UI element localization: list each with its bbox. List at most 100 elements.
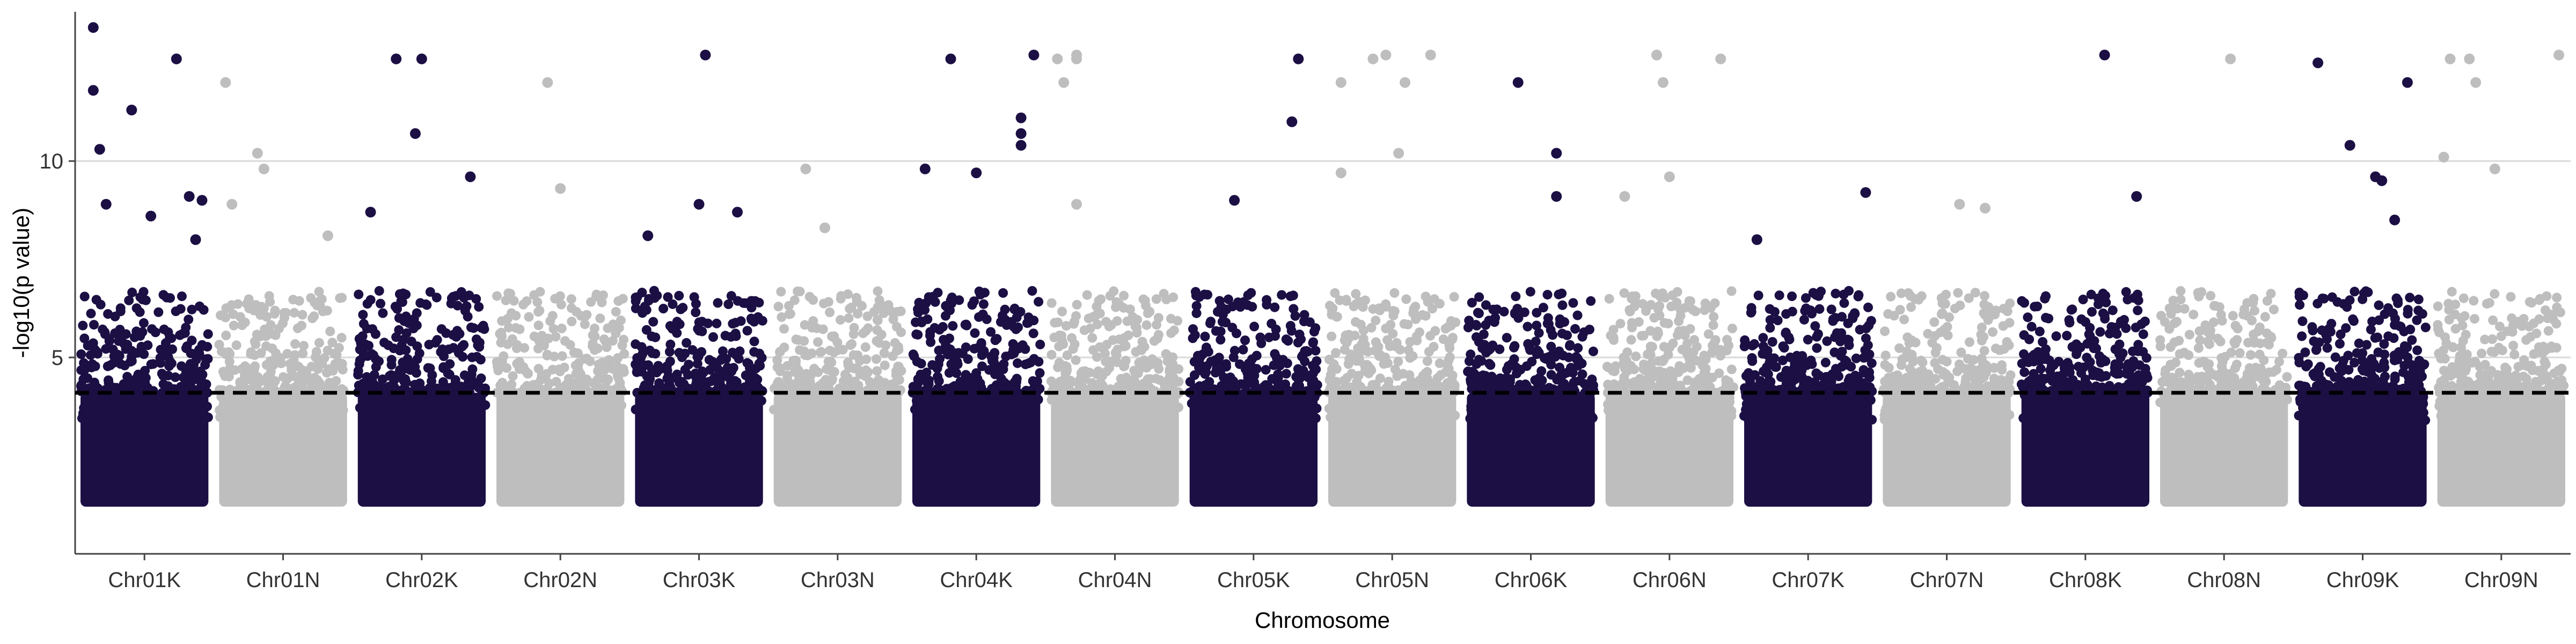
snp-point (2075, 414, 2084, 423)
snp-point (355, 403, 365, 413)
snp-point (1233, 297, 1243, 307)
snp-point (1384, 377, 1394, 386)
snp-point (971, 368, 981, 378)
top-hit-point (1286, 116, 1297, 127)
snp-point (1013, 394, 1023, 404)
snp-point (721, 354, 731, 364)
snp-point (1246, 410, 1256, 420)
snp-point (1568, 298, 1578, 308)
snp-point (522, 296, 531, 306)
snp-point (705, 355, 714, 365)
snp-point (1389, 288, 1399, 298)
snp-point (240, 318, 250, 327)
snp-point (375, 286, 384, 296)
snp-point (2100, 310, 2110, 320)
snp-point (1423, 297, 1433, 307)
top-hit-point (1293, 54, 1304, 64)
snp-point (2139, 330, 2148, 339)
snp-point (334, 343, 344, 353)
snp-point (193, 413, 203, 423)
snp-point (1168, 359, 1177, 369)
snp-point (1341, 331, 1351, 340)
snp-point (1571, 413, 1580, 422)
snp-point (132, 373, 142, 383)
snp-point (1797, 351, 1807, 361)
snp-point (1855, 325, 1865, 334)
snp-point (872, 354, 881, 364)
snp-point (1639, 331, 1649, 340)
snp-point (1464, 316, 1474, 325)
top-hit-point (410, 128, 421, 139)
snp-point (1240, 335, 1250, 345)
snp-point (538, 397, 548, 407)
snp-point (2108, 305, 2118, 315)
top-hit-point (700, 50, 711, 61)
snp-point (1927, 338, 1937, 348)
snp-point (1119, 291, 1129, 301)
snp-point (1029, 328, 1038, 338)
snp-point (432, 292, 442, 302)
snp-point (1082, 290, 1092, 300)
snp-point (141, 296, 151, 305)
snp-point (1492, 304, 1502, 314)
snp-point (2024, 334, 2034, 344)
snp-point (1689, 347, 1699, 357)
snp-point (1679, 363, 1688, 373)
snp-point (1502, 333, 1512, 342)
top-hit-point (1058, 77, 1069, 88)
snp-point (1588, 413, 1598, 423)
snp-point (1474, 292, 1484, 302)
snp-point (1568, 368, 1578, 378)
snp-point (415, 298, 425, 308)
snp-point (1844, 335, 1854, 345)
snp-point (265, 291, 274, 301)
snp-point (1701, 298, 1710, 308)
snp-point (1412, 332, 1422, 341)
snp-point (1203, 290, 1212, 299)
top-hit-point (694, 199, 705, 210)
snp-point (1627, 323, 1637, 332)
snp-point (1518, 402, 1528, 412)
snp-point (1293, 414, 1302, 423)
snp-point (1937, 309, 1947, 318)
snp-point (473, 378, 483, 387)
snp-point (824, 297, 833, 307)
snp-point (377, 382, 386, 392)
snp-point (912, 396, 921, 406)
snp-point (536, 336, 546, 346)
snp-point (1548, 413, 1558, 422)
snp-point (1867, 358, 1877, 368)
snp-point (1053, 399, 1063, 409)
snp-point (1473, 308, 1483, 318)
snp-point (723, 363, 733, 372)
snp-point (451, 291, 461, 301)
snp-point (251, 340, 260, 349)
snp-point (2269, 305, 2279, 314)
snp-point (1311, 323, 1320, 333)
snp-point (652, 291, 662, 301)
snp-point (1615, 394, 1625, 404)
chromosome-chr04n (1046, 50, 1183, 507)
snp-point (965, 380, 975, 390)
snp-point (1368, 304, 1378, 314)
snp-point (283, 374, 293, 383)
snp-point (1639, 360, 1649, 369)
snp-point (1364, 398, 1373, 408)
snp-point (691, 308, 700, 317)
chromosome-chr01k (76, 22, 213, 507)
snp-point (366, 295, 376, 305)
top-hit-point (1028, 50, 1039, 61)
snp-point (1364, 369, 1373, 378)
snp-point (250, 361, 260, 371)
snp-point (201, 381, 210, 391)
snp-point (1837, 362, 1847, 371)
snp-point (1697, 361, 1707, 370)
snp-point (595, 313, 605, 323)
snp-point (1773, 316, 1783, 325)
snp-point (674, 291, 684, 301)
snp-point (159, 290, 169, 299)
snp-point (1107, 320, 1116, 330)
snp-point (1818, 401, 1827, 411)
snp-point (367, 379, 377, 389)
snp-point (524, 312, 534, 322)
